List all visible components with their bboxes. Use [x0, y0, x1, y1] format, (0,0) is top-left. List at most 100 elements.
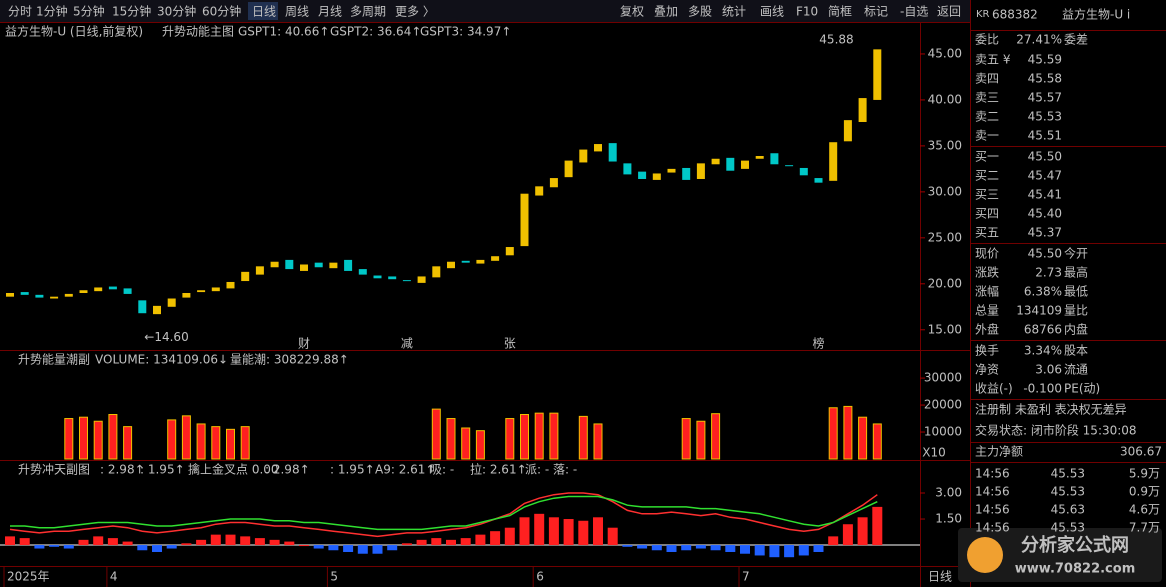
toolbar-button[interactable]: 画线: [760, 5, 784, 19]
watermark-box: [958, 528, 1162, 582]
period-tab[interactable]: 5分钟: [73, 4, 105, 19]
toolbar-button[interactable]: 叠加: [654, 5, 678, 19]
quote-value: 45.57: [1028, 91, 1062, 105]
flow-label: 主力净额: [975, 445, 1023, 459]
candle: [799, 167, 808, 176]
candle: [197, 290, 206, 293]
period-tab[interactable]: 更多 〉: [395, 5, 435, 19]
tick-time: 14:56: [975, 521, 1010, 535]
volume-bar: [696, 420, 706, 460]
indicator-value: A9: 2.61↑: [375, 463, 435, 477]
indicator-name: 升势能量潮副: [18, 352, 90, 367]
toolbar-button[interactable]: 简框: [828, 5, 852, 19]
volume-bar: [181, 415, 191, 460]
histogram-bar: [578, 520, 589, 546]
candle: [461, 260, 470, 263]
candle: [123, 288, 132, 294]
quote-label: 今开: [1064, 246, 1088, 261]
histogram-bar: [416, 539, 427, 546]
toolbar-button[interactable]: 多股: [688, 5, 712, 19]
quote-label: 净资: [975, 363, 999, 377]
quote-value: 134109: [1016, 304, 1062, 318]
histogram-bar: [710, 545, 721, 551]
histogram-bar: [152, 545, 162, 552]
toolbar-button[interactable]: 统计: [722, 5, 746, 19]
candle: [285, 259, 294, 270]
quote-value: -0.100: [1023, 382, 1062, 396]
candle: [226, 281, 235, 289]
histogram-bar: [666, 545, 677, 552]
period-tab[interactable]: 30分钟: [157, 4, 196, 19]
volume-bar: [446, 418, 456, 460]
candle: [50, 296, 59, 299]
quote-value: 45.50: [1028, 150, 1062, 164]
candle: [564, 160, 573, 178]
candle: [579, 149, 588, 163]
period-tab[interactable]: 60分钟: [202, 4, 241, 19]
tick-price: 45.53: [1051, 521, 1085, 535]
toolbar-button[interactable]: -自选: [900, 5, 928, 19]
quote-value: 45.50: [1028, 247, 1062, 261]
candle: [638, 171, 647, 179]
toolbar-button[interactable]: 复权: [620, 5, 644, 19]
quote-label: 涨跌: [975, 265, 999, 280]
volume-bar: [711, 413, 721, 460]
histogram-bar: [137, 545, 148, 551]
period-tab[interactable]: 多周期: [350, 5, 386, 19]
event-label: 减: [401, 337, 413, 351]
toolbar: [0, 0, 970, 22]
period-tab[interactable]: 日线: [252, 5, 276, 19]
candle: [741, 160, 749, 169]
candle: [402, 280, 411, 282]
candle: [211, 287, 220, 292]
quote-value: 45.41: [1028, 188, 1062, 202]
candle: [6, 292, 14, 297]
x-tick-label: 5: [330, 570, 338, 584]
period-tab[interactable]: 周线: [285, 5, 309, 19]
volume-bar: [578, 415, 588, 460]
histogram-bar: [769, 545, 780, 558]
candle: [726, 157, 735, 171]
period-tab[interactable]: 月线: [318, 5, 342, 19]
candle: [785, 165, 794, 167]
histogram-bar: [19, 538, 30, 546]
volume-bar: [196, 423, 206, 460]
candle: [682, 167, 691, 180]
volume-bar: [461, 427, 471, 460]
tick-time: 14:56: [975, 503, 1010, 517]
histogram-bar: [593, 517, 603, 546]
histogram-bar: [49, 545, 60, 547]
toolbar-button[interactable]: 标记: [864, 5, 888, 19]
period-tab[interactable]: 15分钟: [112, 4, 151, 19]
histogram-bar: [34, 545, 45, 549]
histogram-bar: [828, 536, 839, 546]
toolbar-button[interactable]: F10: [796, 5, 818, 19]
histogram-bar: [107, 538, 118, 546]
histogram-bar: [681, 545, 692, 551]
price-annotation: 45.88: [819, 32, 853, 46]
quote-value: 3.34%: [1024, 344, 1062, 358]
histogram-bar: [284, 541, 295, 546]
candle: [167, 298, 176, 307]
period-tab[interactable]: 分时: [8, 5, 32, 19]
volume-bar: [93, 420, 103, 460]
candle: [608, 143, 617, 162]
active-tab: [248, 2, 278, 20]
y-tick-label: 45.00: [928, 46, 962, 60]
quote-label: 卖四: [975, 72, 999, 86]
candle: [623, 163, 632, 175]
volume-bar: [79, 416, 88, 460]
candle: [432, 266, 441, 278]
histogram-bar: [63, 545, 74, 549]
toolbar-button[interactable]: 返回: [937, 5, 961, 19]
histogram-bar: [519, 517, 530, 546]
quote-label: 最高: [1064, 265, 1088, 280]
y-tick-label: 40.00: [928, 92, 962, 106]
histogram-bar: [5, 536, 15, 546]
quote-label: PE(动): [1064, 382, 1100, 396]
period-tab[interactable]: 1分钟: [36, 4, 68, 19]
candle: [108, 286, 117, 290]
candle: [549, 178, 558, 188]
histogram-bar: [637, 545, 648, 549]
